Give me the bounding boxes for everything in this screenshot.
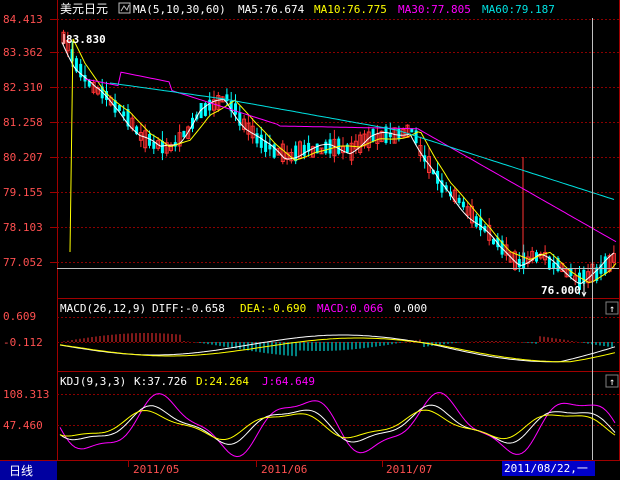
macd-panel-button[interactable]: ↑: [605, 301, 619, 315]
macd-lines: [59, 334, 616, 363]
period-tab[interactable]: [0, 461, 57, 480]
price-tick: 80.207: [3, 151, 43, 164]
month-label-jul: 2011/07: [386, 463, 432, 476]
price-tick: 77.052: [3, 256, 43, 269]
macd-panel: MACD(26,12,9) DIFF:-0.658 DEA:-0.690 MAC…: [3, 302, 619, 349]
ma10-value: MA10:76.775: [314, 3, 387, 16]
price-annotations: 83.830 76.000: [63, 33, 587, 298]
kdj-panel-button[interactable]: ↑: [605, 374, 619, 388]
kdj-lines: [59, 392, 616, 458]
ma-params: MA(5,10,30,60): [133, 3, 226, 16]
price-axis: 84.413 83.362 82.310 81.258 80.207 79.155 78.1…: [3, 13, 57, 269]
period-label: 日线: [9, 464, 33, 478]
macd-dea: DEA:-0.690: [240, 302, 306, 315]
ma5-value: MA5:76.674: [238, 3, 305, 16]
price-tick: 83.362: [3, 46, 43, 59]
macd-title: MACD(26,12,9): [60, 302, 146, 315]
price-tick: 79.155: [3, 186, 43, 199]
macd-tick-top: 0.609: [3, 310, 36, 323]
current-date: 2011/08/22,一: [504, 462, 588, 475]
date-cursor-box: [502, 461, 595, 476]
ma-toggle-icon-glyph: [120, 4, 130, 12]
macd-histogram: [63, 333, 613, 357]
month-label-jun: 2011/06: [261, 463, 307, 476]
svg-text:↑: ↑: [609, 377, 615, 388]
macd-value: MACD:0.066: [317, 302, 383, 315]
kdj-title: KDJ(9,3,3): [60, 375, 126, 388]
kdj-k: K:37.726: [134, 375, 187, 388]
symbol-title: 美元日元: [60, 2, 108, 16]
price-gridlines: [57, 19, 619, 263]
kdj-tick-bottom: 47.460: [3, 419, 43, 432]
moving-averages: [61, 38, 617, 285]
kdj-d: D:24.264: [196, 375, 249, 388]
bottom-bar: 日线 2011/05 2011/06 2011/07 2011/08/22,一: [0, 461, 595, 480]
macd-diff: DIFF:-0.658: [152, 302, 225, 315]
high-label: 83.830: [66, 33, 106, 46]
macd-tick-bottom: -0.112: [3, 336, 43, 349]
price-tick: 82.310: [3, 81, 43, 94]
price-tick: 78.103: [3, 221, 43, 234]
kdj-j: J:64.649: [262, 375, 315, 388]
ma60-value: MA60:79.187: [482, 3, 555, 16]
price-tick: 81.258: [3, 116, 43, 129]
svg-text:↑: ↑: [609, 304, 615, 315]
month-label-may: 2011/05: [133, 463, 179, 476]
low-label: 76.000: [541, 284, 581, 297]
price-tick: 84.413: [3, 13, 43, 26]
ma-toggle-icon[interactable]: [118, 2, 131, 14]
header: 美元日元 MA(5,10,30,60) MA5:76.674 MA10:76.7…: [60, 2, 555, 16]
kdj-panel: KDJ(9,3,3) K:37.726 D:24.264 J:64.649 10…: [3, 375, 619, 432]
macd-extra: 0.000: [394, 302, 427, 315]
kdj-tick-top: 108.313: [3, 388, 49, 401]
ma30-value: MA30:77.805: [398, 3, 471, 16]
